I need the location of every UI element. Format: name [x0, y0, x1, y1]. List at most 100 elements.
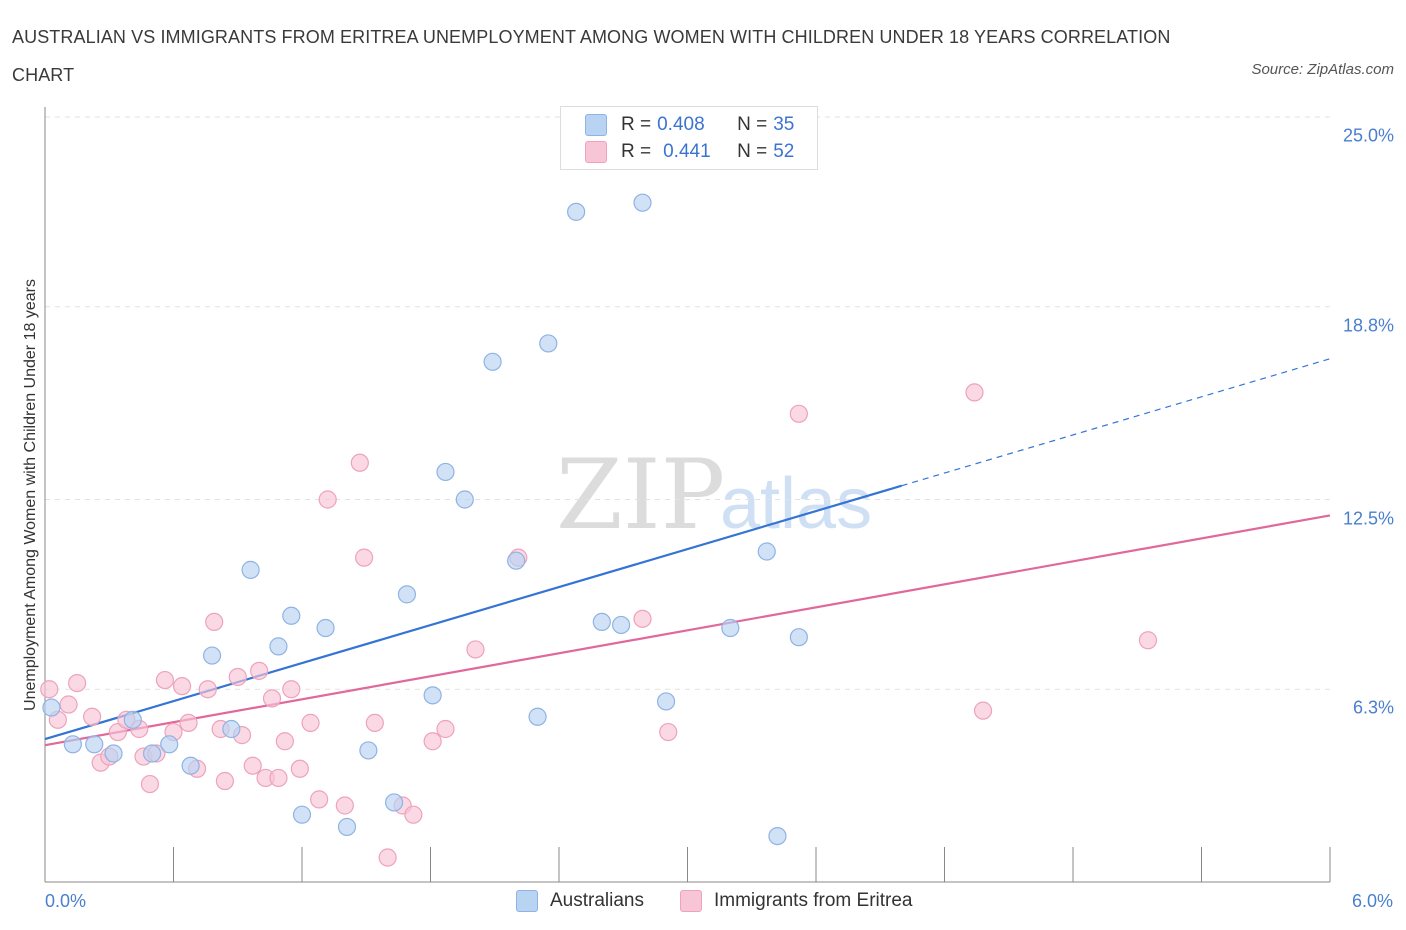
point-eritrea	[282, 680, 301, 699]
legend-swatch-pink	[585, 141, 607, 163]
y-tick-label: 18.8%	[1342, 315, 1394, 336]
legend-n-label: N =	[737, 114, 768, 135]
point-eritrea	[301, 713, 320, 732]
legend-swatch-blue	[516, 890, 538, 912]
point-australians	[528, 707, 547, 726]
trend-line-australians	[44, 484, 902, 741]
point-eritrea	[378, 848, 397, 867]
point-eritrea	[965, 383, 984, 402]
x-tick-label-min: 0.0%	[45, 891, 87, 911]
point-australians	[483, 352, 502, 371]
legend-n-label: N =	[737, 141, 768, 162]
point-australians	[222, 719, 241, 739]
point-eritrea	[40, 680, 59, 699]
x-tick-label-max: 6.0%	[1351, 891, 1393, 911]
point-australians	[202, 646, 222, 665]
point-eritrea	[155, 670, 175, 690]
point-eritrea	[68, 673, 87, 693]
point-eritrea	[335, 796, 354, 815]
point-australians	[768, 826, 787, 846]
correlation-legend: R = 0.408 N = 35 R = 0.441 N = 52	[560, 106, 818, 170]
point-australians	[507, 551, 526, 570]
watermark-zip: ZIP	[556, 439, 725, 551]
point-eritrea	[262, 689, 282, 708]
point-australians	[292, 805, 312, 824]
chart-title: AUSTRALIAN VS IMMIGRANTS FROM ERITREA UN…	[12, 27, 1171, 85]
point-eritrea	[172, 677, 192, 696]
point-eritrea	[318, 490, 337, 509]
point-eritrea	[179, 713, 198, 732]
point-australians	[316, 618, 335, 638]
legend-n-value: 35	[773, 114, 795, 135]
point-eritrea	[355, 548, 374, 567]
point-eritrea	[228, 667, 247, 687]
point-australians	[269, 637, 288, 656]
point-australians	[757, 542, 776, 561]
point-eritrea	[290, 759, 309, 778]
legend-label-australians: Australians	[550, 890, 644, 911]
point-eritrea	[350, 453, 369, 472]
point-eritrea	[275, 732, 294, 751]
legend-r-value: 0.441	[663, 141, 711, 162]
point-australians	[612, 615, 631, 635]
legend-item-australians[interactable]: Australians	[516, 890, 644, 912]
point-eritrea	[83, 707, 102, 726]
legend-swatch-blue	[585, 114, 607, 136]
point-eritrea	[205, 612, 224, 632]
legend-n-value: 52	[773, 141, 795, 162]
point-australians	[455, 490, 474, 509]
point-australians	[789, 628, 808, 647]
point-australians	[160, 735, 179, 754]
legend-r-value: 0.408	[657, 114, 705, 135]
point-eritrea	[269, 768, 288, 788]
point-australians	[397, 585, 417, 604]
series-legend: Australians Immigrants from Eritrea	[0, 888, 1406, 916]
point-australians	[567, 202, 586, 221]
trend-line-australians-extension	[901, 358, 1331, 487]
point-australians	[63, 735, 82, 754]
point-australians	[181, 756, 200, 775]
point-australians	[539, 334, 558, 353]
point-eritrea	[59, 695, 78, 714]
legend-row-australians: R = 0.408 N = 35	[585, 113, 794, 137]
trend-line-eritrea	[44, 514, 1331, 747]
point-australians	[721, 618, 740, 638]
point-australians	[282, 606, 301, 625]
point-australians	[85, 735, 104, 754]
point-australians	[592, 612, 611, 632]
point-australians	[123, 710, 142, 729]
point-eritrea	[365, 713, 384, 732]
point-eritrea	[250, 661, 269, 680]
point-australians	[104, 744, 123, 763]
point-australians	[142, 744, 162, 763]
point-eritrea	[404, 805, 423, 824]
point-australians	[656, 692, 676, 711]
watermark-atlas: atlas	[720, 464, 872, 544]
legend-r-label: R =	[621, 114, 652, 135]
point-australians	[633, 193, 652, 212]
y-tick-label: 6.3%	[1352, 697, 1394, 718]
point-australians	[436, 462, 455, 482]
legend-row-eritrea: R = 0.441 N = 52	[585, 140, 794, 164]
point-eritrea	[1138, 631, 1158, 650]
source-label: Source: ZipAtlas.com	[1251, 61, 1394, 78]
point-australians	[42, 698, 61, 717]
point-eritrea	[789, 404, 808, 423]
point-australians	[359, 741, 378, 760]
legend-swatch-pink	[680, 890, 702, 912]
point-australians	[337, 817, 357, 837]
point-eritrea	[243, 756, 262, 775]
point-eritrea	[633, 609, 652, 628]
point-australians	[423, 686, 442, 705]
point-eritrea	[423, 732, 442, 751]
y-tick-label: 25.0%	[1342, 125, 1394, 146]
point-eritrea	[436, 719, 455, 739]
legend-label-eritrea: Immigrants from Eritrea	[714, 890, 913, 911]
point-eritrea	[466, 640, 485, 659]
point-eritrea	[973, 701, 993, 720]
legend-item-eritrea[interactable]: Immigrants from Eritrea	[680, 890, 912, 912]
point-eritrea	[659, 722, 678, 742]
y-tick-label: 12.5%	[1342, 508, 1394, 528]
point-eritrea	[140, 774, 160, 794]
